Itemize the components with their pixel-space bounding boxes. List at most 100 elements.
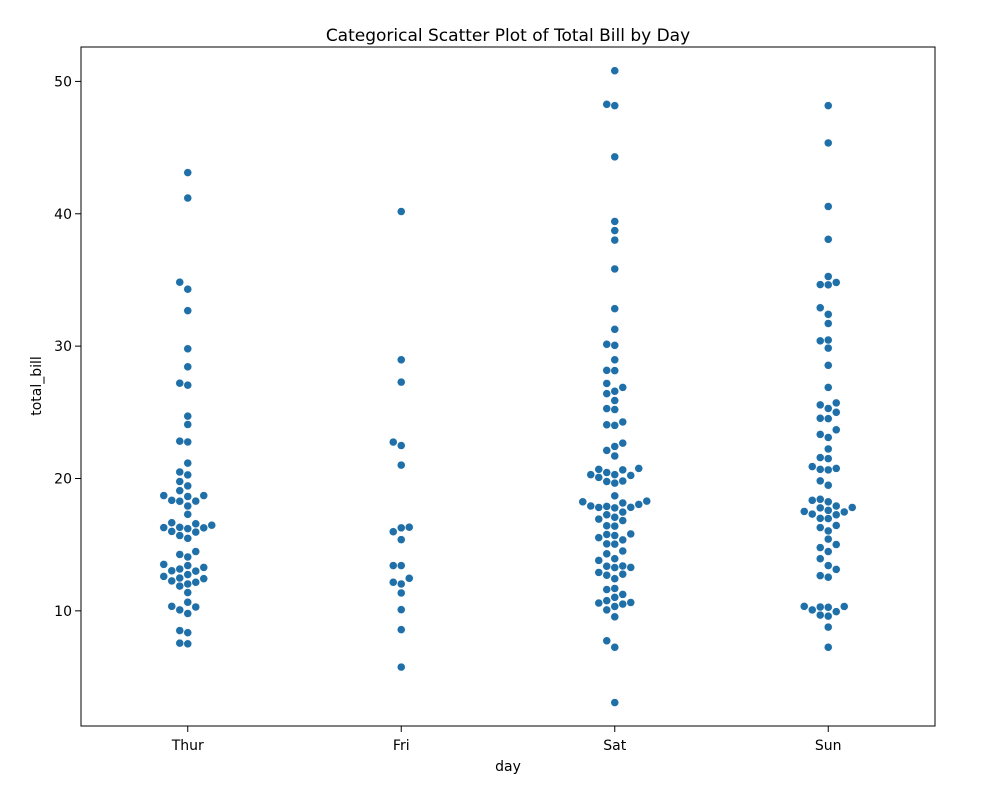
data-point xyxy=(824,444,833,454)
data-point xyxy=(618,438,627,448)
data-point xyxy=(397,625,406,634)
data-point xyxy=(175,531,184,540)
data-point xyxy=(832,398,841,408)
data-point xyxy=(618,561,627,571)
data-point xyxy=(167,602,176,611)
data-point xyxy=(610,593,619,602)
y-axis: 10 20 30 40 50 xyxy=(54,74,81,620)
data-point xyxy=(183,588,192,597)
data-point xyxy=(618,516,627,525)
data-point xyxy=(602,366,611,375)
data-point xyxy=(207,520,216,530)
data-point xyxy=(594,514,603,524)
data-point xyxy=(159,560,168,569)
data-point xyxy=(832,425,841,435)
data-point xyxy=(610,101,619,110)
data-point xyxy=(167,527,176,536)
data-point xyxy=(824,383,833,392)
data-point xyxy=(175,626,184,635)
x-tick-label: Sat xyxy=(603,738,626,754)
data-point xyxy=(167,496,176,505)
data-point xyxy=(602,100,611,109)
data-point xyxy=(175,550,184,559)
data-point xyxy=(594,503,603,512)
data-point xyxy=(397,662,406,672)
data-point xyxy=(824,202,833,211)
data-point xyxy=(397,588,406,598)
data-point xyxy=(610,531,619,540)
data-point xyxy=(824,561,833,570)
data-point xyxy=(586,501,595,511)
data-point xyxy=(610,405,619,414)
data-point xyxy=(610,574,619,583)
data-point xyxy=(183,524,192,533)
data-point xyxy=(824,497,833,507)
data-point xyxy=(610,355,619,365)
data-point xyxy=(610,642,619,652)
data-point xyxy=(183,362,192,372)
data-point xyxy=(610,491,619,501)
data-point xyxy=(840,602,849,611)
data-point xyxy=(602,340,611,349)
data-point xyxy=(610,341,619,350)
y-tick-label: 30 xyxy=(54,339,72,355)
data-point xyxy=(397,355,406,365)
data-point xyxy=(610,513,619,522)
data-point xyxy=(602,570,611,580)
data-point xyxy=(824,547,833,556)
data-point xyxy=(175,605,184,615)
data-point xyxy=(816,414,825,423)
data-point xyxy=(602,446,611,455)
data-point xyxy=(610,396,619,405)
data-point xyxy=(191,578,200,587)
data-point xyxy=(397,441,406,450)
data-point xyxy=(824,603,833,612)
data-point xyxy=(183,420,192,429)
data-point xyxy=(816,523,825,532)
data-point xyxy=(397,460,406,470)
data-point xyxy=(602,539,611,549)
data-point xyxy=(848,503,857,512)
data-point xyxy=(824,534,833,544)
data-point xyxy=(808,509,817,519)
data-point xyxy=(183,639,192,649)
data-point xyxy=(824,335,833,345)
data-point xyxy=(183,609,192,618)
data-point xyxy=(610,698,619,707)
data-point xyxy=(183,570,192,579)
data-point xyxy=(610,366,619,375)
data-point xyxy=(183,437,192,447)
data-point xyxy=(824,404,833,413)
data-point xyxy=(626,563,635,572)
data-point xyxy=(618,476,627,486)
data-point xyxy=(175,477,184,486)
data-point xyxy=(832,501,841,511)
data-point xyxy=(610,478,619,488)
data-point xyxy=(610,521,619,531)
data-point xyxy=(397,523,406,533)
data-point xyxy=(389,437,398,447)
data-point xyxy=(816,465,825,474)
data-point xyxy=(594,556,603,565)
data-point xyxy=(602,585,611,594)
data-point xyxy=(808,462,817,471)
x-tick-label: Thur xyxy=(171,738,204,754)
data-point xyxy=(642,496,651,506)
data-point xyxy=(183,411,192,421)
data-point xyxy=(602,561,611,571)
plot-area xyxy=(80,46,936,727)
data-point xyxy=(183,481,192,491)
data-point xyxy=(610,563,619,572)
data-point xyxy=(610,66,619,75)
data-point xyxy=(175,638,184,648)
data-point xyxy=(183,579,192,589)
data-point xyxy=(191,602,200,612)
data-point xyxy=(610,264,619,274)
data-point xyxy=(824,433,833,442)
y-tick-label: 10 xyxy=(54,604,72,620)
data-point xyxy=(824,343,833,353)
data-point xyxy=(183,380,192,390)
data-point xyxy=(610,451,619,461)
data-point xyxy=(824,280,833,290)
data-point xyxy=(816,476,825,486)
